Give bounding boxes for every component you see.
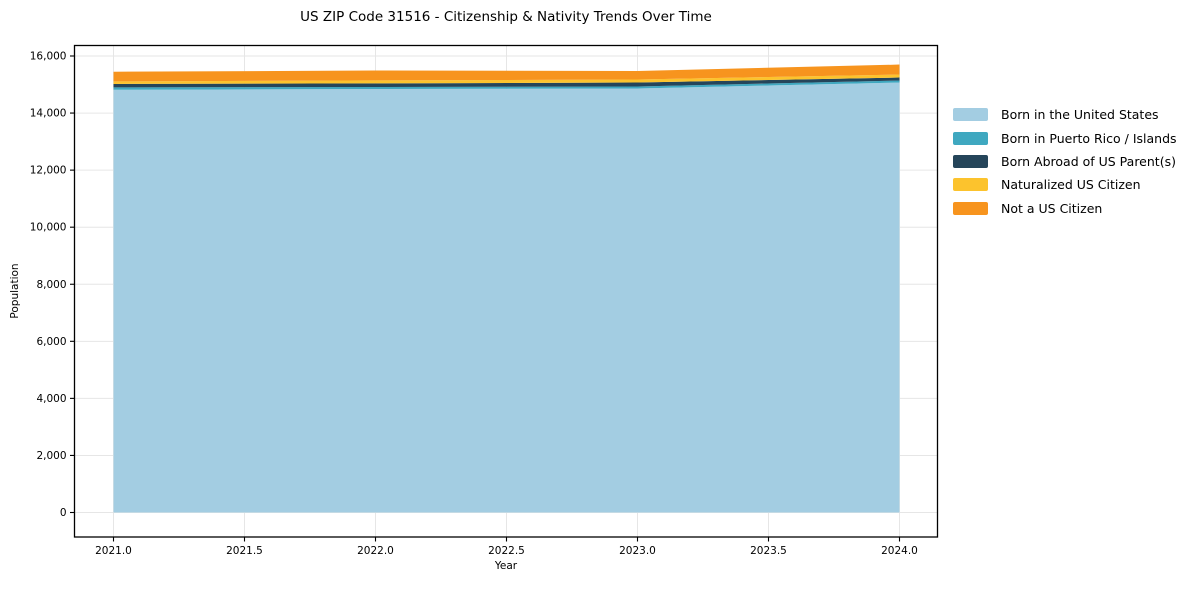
legend-item: Born in Puerto Rico / Islands — [953, 126, 1177, 149]
area-series-3 — [113, 74, 900, 84]
legend-label: Born Abroad of US Parent(s) — [1001, 153, 1176, 169]
x-tick-label: 2022.0 — [357, 545, 394, 557]
legend-swatch — [953, 201, 988, 215]
x-axis-label: Year — [494, 560, 518, 572]
area-series-4 — [113, 64, 900, 82]
legend-label: Born in the United States — [1001, 107, 1159, 123]
y-tick-label: 6,000 — [36, 336, 66, 348]
legend-item: Not a US Citizen — [953, 197, 1177, 220]
x-tick-label: 2021.0 — [95, 545, 132, 557]
legend-item: Born Abroad of US Parent(s) — [953, 150, 1177, 173]
x-tick-label: 2021.5 — [226, 545, 263, 557]
y-axis-label: Population — [9, 263, 21, 319]
x-tick-label: 2024.0 — [881, 545, 918, 557]
legend-label: Not a US Citizen — [1001, 200, 1103, 216]
legend-swatch — [953, 108, 988, 122]
area-series-1 — [113, 80, 900, 90]
legend-swatch — [953, 154, 988, 168]
legend-label: Born in Puerto Rico / Islands — [1001, 130, 1177, 146]
area-series-2 — [113, 77, 900, 88]
legend-item: Naturalized US Citizen — [953, 173, 1177, 196]
plot-border — [73, 44, 939, 538]
y-tick-label: 0 — [60, 507, 67, 519]
y-tick-label: 14,000 — [30, 108, 67, 120]
legend-item: Born in the United States — [953, 103, 1177, 126]
y-tick-label: 8,000 — [36, 279, 66, 291]
y-tick-label: 4,000 — [36, 393, 66, 405]
y-tick-label: 2,000 — [36, 450, 66, 462]
area-series-0 — [113, 82, 900, 513]
legend-swatch — [953, 131, 988, 145]
legend-swatch — [953, 178, 988, 192]
legend-label: Naturalized US Citizen — [1001, 177, 1141, 193]
y-tick-label: 10,000 — [30, 222, 67, 234]
x-tick-label: 2022.5 — [488, 545, 525, 557]
chart-title: US ZIP Code 31516 - Citizenship & Nativi… — [300, 9, 712, 25]
y-tick-label: 12,000 — [30, 165, 67, 177]
legend: Born in the United States Born in Puerto … — [953, 103, 1177, 220]
x-tick-label: 2023.0 — [619, 545, 656, 557]
y-tick-label: 16,000 — [30, 51, 67, 63]
x-tick-label: 2023.5 — [750, 545, 787, 557]
